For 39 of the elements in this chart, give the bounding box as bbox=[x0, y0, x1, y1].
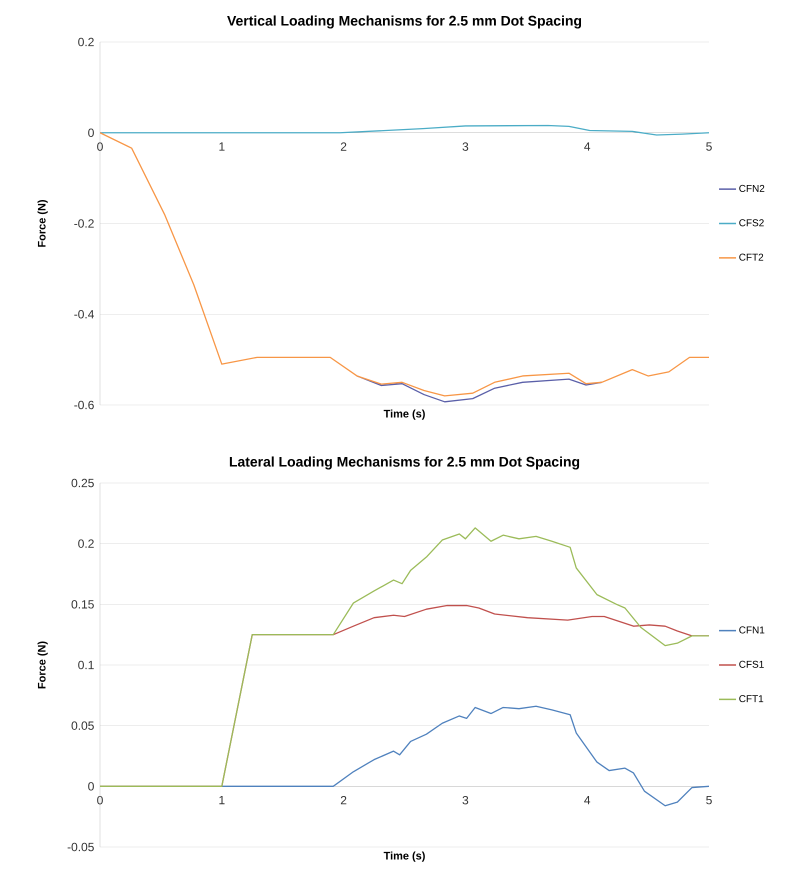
x-tick-label: 5 bbox=[706, 796, 712, 804]
y-tick-label: 0.15 bbox=[72, 600, 94, 609]
legend-label: CFS2 bbox=[739, 219, 764, 226]
legend-label: CFN1 bbox=[739, 626, 764, 634]
x-tick-label: 2 bbox=[340, 142, 346, 151]
x-tick-label: 0 bbox=[97, 796, 103, 804]
x-tick-label: 0 bbox=[97, 142, 103, 151]
y-tick-label: 0.2 bbox=[78, 38, 94, 46]
y-tick-label: -0.6 bbox=[74, 400, 94, 410]
x-axis-title: Time (s) bbox=[384, 852, 425, 862]
y-tick-label: 0.2 bbox=[78, 539, 94, 548]
y-tick-label: 0.05 bbox=[72, 721, 94, 730]
x-tick-label: 4 bbox=[584, 142, 590, 151]
chart-title: Vertical Loading Mechanisms for 2.5 mm Dot Spacing bbox=[227, 15, 582, 29]
y-tick-label: 0 bbox=[88, 128, 94, 137]
line-series bbox=[100, 124, 710, 136]
y-axis-title: Force (N) bbox=[38, 642, 48, 688]
line-series bbox=[100, 527, 710, 787]
y-tick-label: -0.4 bbox=[74, 310, 94, 318]
x-tick-label: 2 bbox=[340, 796, 346, 804]
x-tick-label: 5 bbox=[706, 142, 712, 151]
x-tick-label: 1 bbox=[219, 142, 225, 151]
chart-title: Lateral Loading Mechanisms for 2.5 mm Dot Spacing bbox=[230, 456, 580, 470]
legend-label: CFS1 bbox=[739, 660, 764, 668]
y-tick-label: -0.05 bbox=[68, 842, 94, 852]
y-tick-label: 0 bbox=[88, 782, 94, 791]
x-axis-title: Time (s) bbox=[384, 410, 425, 420]
legend-label: CFT2 bbox=[739, 254, 764, 261]
y-axis-title: Force (N) bbox=[38, 200, 48, 247]
line-series bbox=[356, 375, 602, 402]
x-tick-label: 1 bbox=[219, 796, 225, 804]
legend-label: CFN2 bbox=[739, 184, 764, 192]
x-tick-label: 3 bbox=[462, 796, 468, 804]
legend-label: CFT1 bbox=[739, 695, 764, 702]
x-tick-label: 3 bbox=[462, 142, 468, 151]
y-tick-label: -0.2 bbox=[74, 219, 94, 228]
y-tick-label: 0.1 bbox=[78, 660, 94, 670]
y-tick-label: 0.25 bbox=[72, 478, 94, 488]
x-tick-label: 4 bbox=[584, 796, 590, 804]
